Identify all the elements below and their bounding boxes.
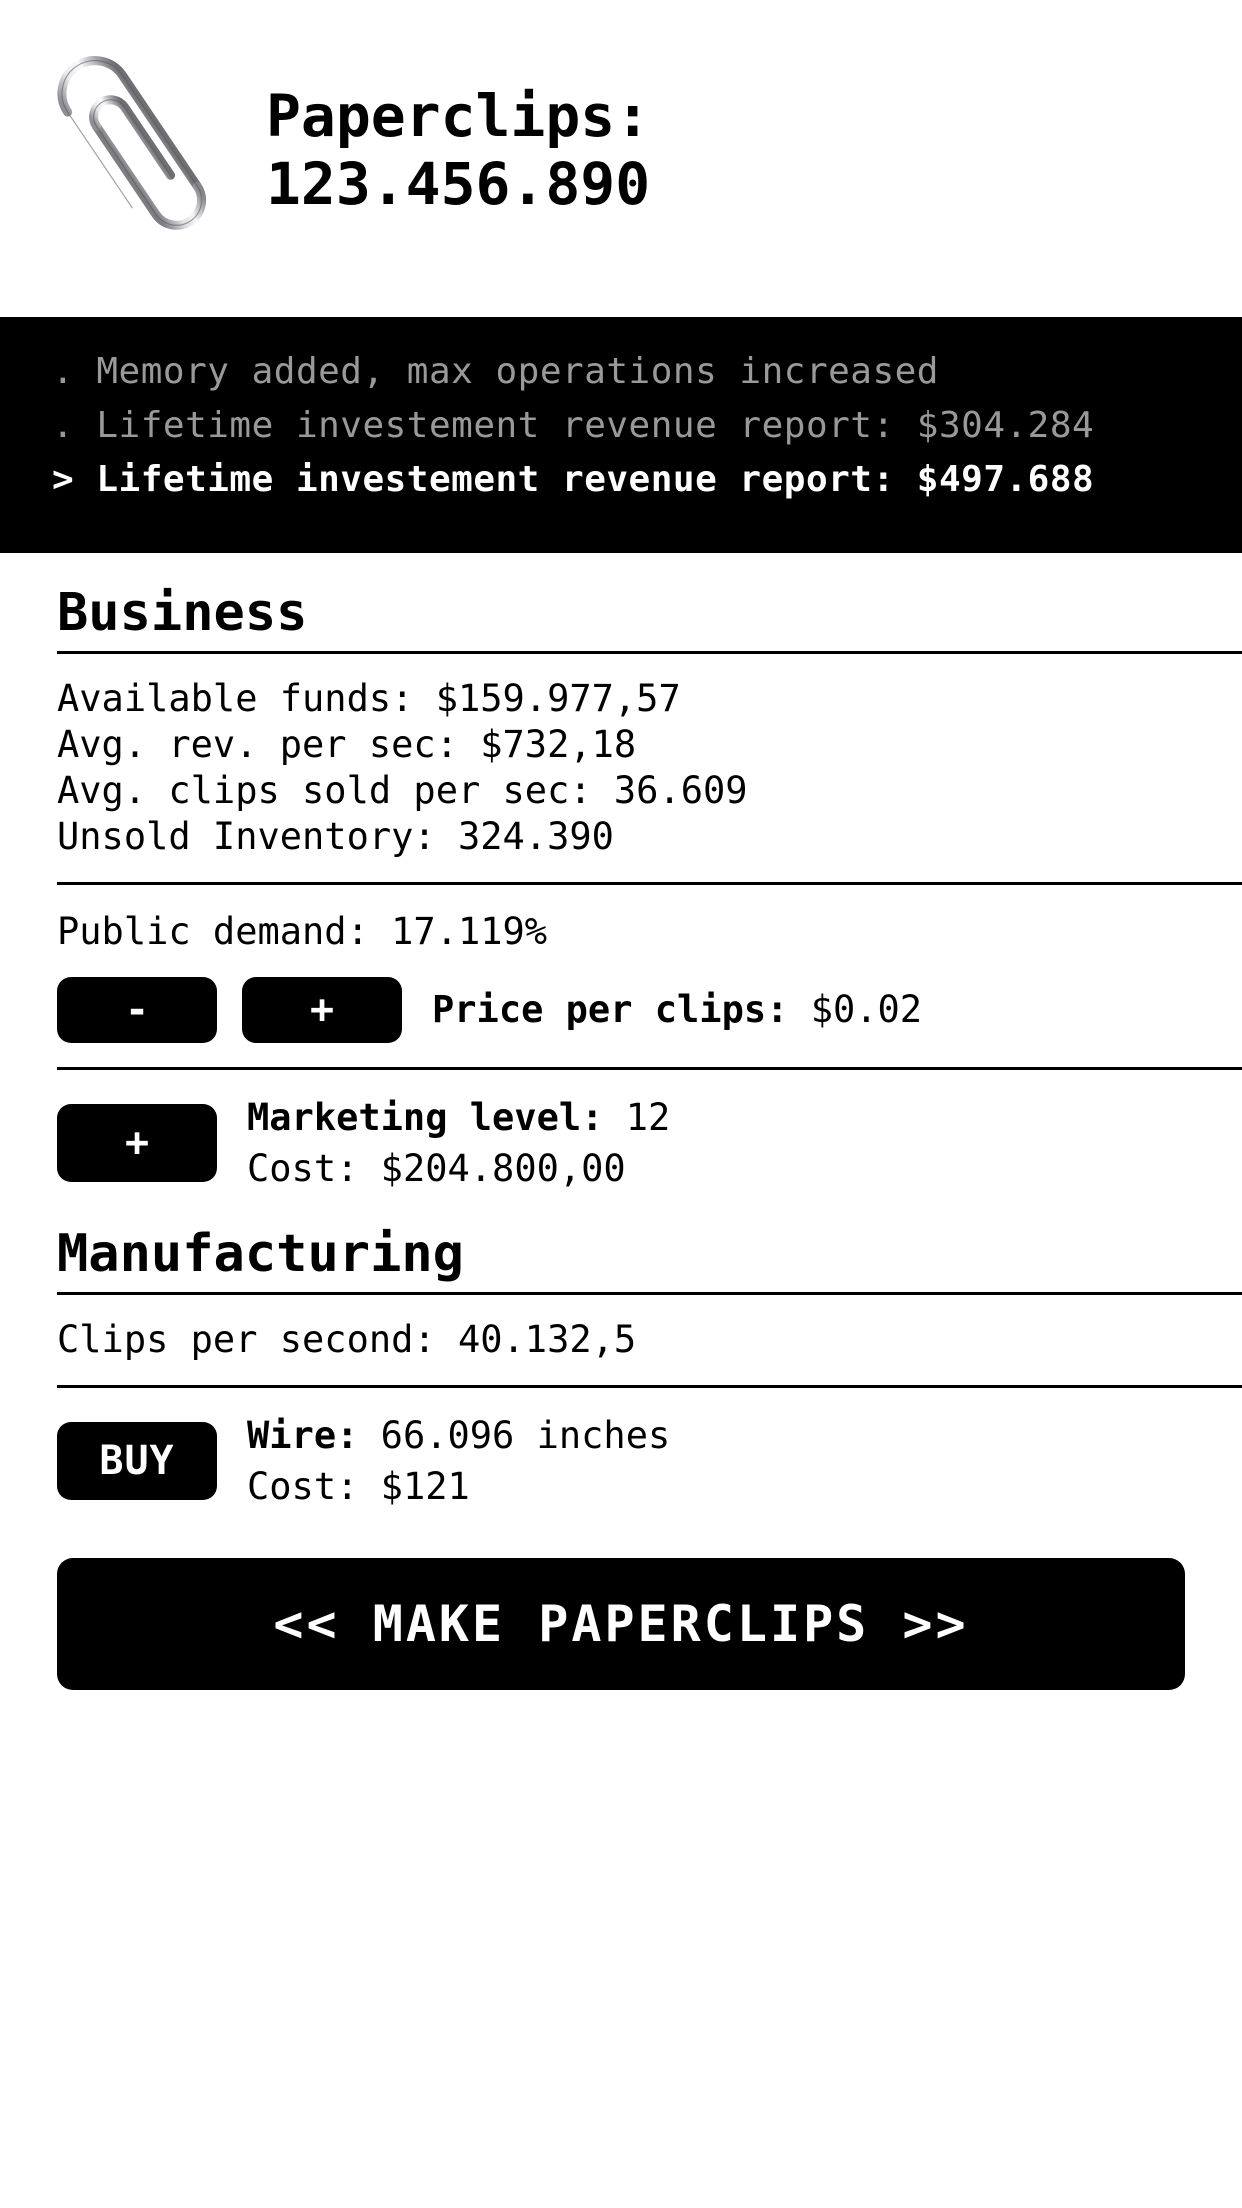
business-stats: Available funds: $159.977,57 Avg. rev. p… (57, 676, 1242, 860)
stat-clips-per-second: Clips per second: 40.132,5 (57, 1318, 637, 1361)
section-heading-manufacturing: Manufacturing (57, 1224, 464, 1284)
wire-cost-label: Cost: (247, 1465, 359, 1508)
marketing-level-label: Marketing level: (247, 1096, 604, 1139)
make-paperclips-row: << MAKE PAPERCLIPS >> (57, 1558, 1242, 1690)
wire-readout: Wire: 66.096 inches Cost: $121 (247, 1410, 670, 1512)
marketing-level-value: 12 (625, 1096, 671, 1139)
log-line-text: Lifetime investement revenue report: $30… (96, 405, 1095, 446)
wire-value: 66.096 inches (380, 1414, 671, 1457)
section-heading-business: Business (57, 583, 308, 643)
log-line: . Lifetime investement revenue report: $… (52, 399, 1202, 453)
lower-price-button[interactable]: - (57, 977, 217, 1043)
price-per-clip-label: Price per clips: (432, 988, 789, 1031)
stat-avg-clips-sold-per-sec: Avg. clips sold per sec: 36.609 (57, 769, 748, 812)
stat-public-demand: Public demand: 17.119% (57, 910, 548, 953)
paperclip-icon (18, 35, 248, 265)
main-content: Business Available funds: $159.977,57 Av… (0, 553, 1242, 1690)
divider (57, 882, 1242, 885)
marketing-cost-row: Cost: $204.800,00 (247, 1143, 670, 1194)
stat-avg-rev-per-sec: Avg. rev. per sec: $732,18 (57, 723, 637, 766)
wire-control-row: BUY Wire: 66.096 inches Cost: $121 (57, 1410, 1242, 1512)
stat-available-funds: Available funds: $159.977,57 (57, 677, 681, 720)
marketing-cost-value: $204.800,00 (380, 1147, 626, 1190)
log-line-current: > Lifetime investement revenue report: $… (52, 453, 1202, 507)
log-line: . Memory added, max operations increased (52, 345, 1202, 399)
wire-amount-row: Wire: 66.096 inches (247, 1410, 670, 1461)
buy-wire-button[interactable]: BUY (57, 1422, 217, 1500)
marketing-level-row: Marketing level: 12 (247, 1092, 670, 1143)
readout-log: . Memory added, max operations increased… (0, 317, 1242, 553)
log-line-text: Lifetime investement revenue report: $49… (96, 459, 1095, 500)
stat-unsold-inventory: Unsold Inventory: 324.390 (57, 815, 614, 858)
marketing-control-row: + Marketing level: 12 Cost: $204.800,00 (57, 1092, 1242, 1194)
manufacturing-stats: Clips per second: 40.132,5 (57, 1317, 1242, 1363)
log-line-prefix: > (52, 459, 75, 500)
make-paperclips-button[interactable]: << MAKE PAPERCLIPS >> (57, 1558, 1185, 1690)
log-line-prefix: . (52, 351, 75, 392)
divider (57, 651, 1242, 654)
paperclip-count: 123.456.890 (266, 150, 651, 218)
marketing-readout: Marketing level: 12 Cost: $204.800,00 (247, 1092, 670, 1194)
buy-marketing-button[interactable]: + (57, 1104, 217, 1182)
price-control-row: - + Price per clips: $0.02 (57, 977, 1242, 1043)
log-line-prefix: . (52, 405, 75, 446)
divider (57, 1292, 1242, 1295)
wire-cost-row: Cost: $121 (247, 1461, 670, 1512)
page-title: Paperclips: 123.456.890 (266, 82, 650, 219)
marketing-cost-label: Cost: (247, 1147, 359, 1190)
app-header: Paperclips: 123.456.890 (0, 0, 1242, 300)
public-demand: Public demand: 17.119% (57, 909, 1242, 955)
wire-label: Wire: (247, 1414, 359, 1457)
paperclips-label: Paperclips: (266, 81, 651, 150)
log-line-text: Memory added, max operations increased (96, 351, 939, 392)
divider (57, 1385, 1242, 1388)
price-per-clip-value: $0.02 (810, 988, 923, 1031)
price-per-clip-readout: Price per clips: $0.02 (432, 985, 922, 1035)
divider (57, 1067, 1242, 1070)
raise-price-button[interactable]: + (242, 977, 402, 1043)
wire-cost-value: $121 (380, 1465, 470, 1508)
